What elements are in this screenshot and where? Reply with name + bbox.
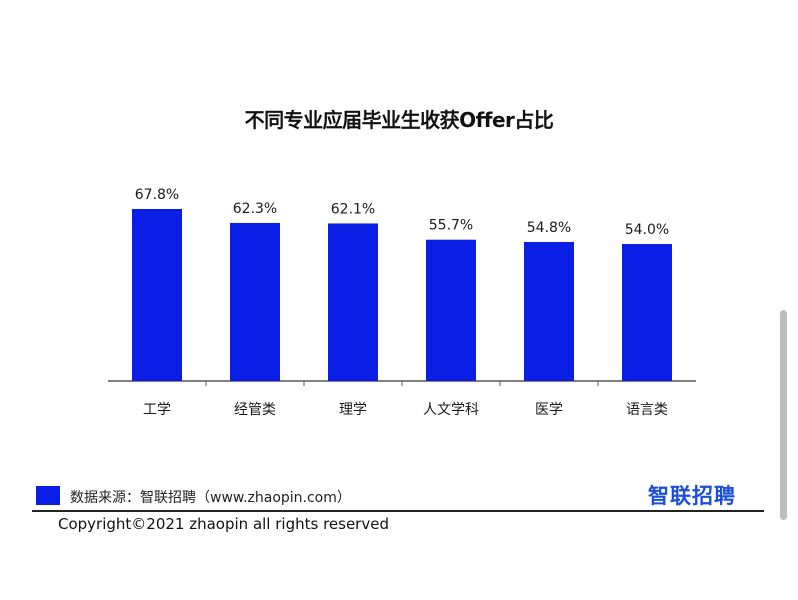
data-label-5: 54.0% — [625, 222, 669, 238]
bar-2 — [328, 223, 378, 381]
category-label-3: 人文学科 — [423, 402, 479, 418]
source-row: 数据来源：智联招聘（www.zhaopin.com） 智联招聘 — [36, 484, 756, 510]
data-label-2: 62.1% — [331, 201, 375, 217]
source-text: 数据来源：智联招聘（www.zhaopin.com） — [70, 490, 351, 506]
bar-3 — [426, 239, 476, 381]
category-label-1: 经管类 — [234, 402, 276, 418]
bar-0 — [132, 209, 182, 381]
vertical-scrollbar[interactable] — [780, 310, 787, 520]
data-label-0: 67.8% — [135, 187, 179, 203]
bar-chart: 67.8% 工学 62.3% 经管类 62.1% 理学 55.7% 人文学科 54.8% 医学 54… — [108, 187, 696, 418]
data-label-4: 54.8% — [527, 220, 571, 236]
category-label-4: 医学 — [535, 402, 563, 418]
category-label-2: 理学 — [339, 402, 367, 418]
bar-5 — [622, 244, 672, 381]
copyright-text: Copyright©2021 zhaopin all rights reserv… — [58, 515, 389, 533]
legend-swatch — [36, 486, 60, 505]
category-label-0: 工学 — [143, 402, 171, 418]
chart-title: 不同专业应届毕业生收获Offer占比 — [244, 108, 554, 132]
data-label-3: 55.7% — [429, 218, 473, 234]
data-label-1: 62.3% — [233, 201, 277, 217]
footer-divider — [32, 510, 764, 512]
bar-1 — [230, 222, 280, 381]
category-label-5: 语言类 — [626, 402, 668, 418]
bar-4 — [524, 241, 574, 381]
brand-logo: 智联招聘 — [648, 484, 736, 508]
